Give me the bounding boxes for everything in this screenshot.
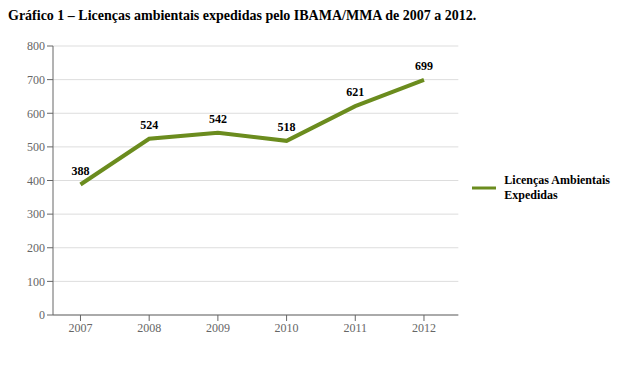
- svg-text:2011: 2011: [343, 321, 367, 335]
- svg-text:388: 388: [71, 164, 89, 178]
- svg-text:2009: 2009: [206, 321, 230, 335]
- svg-text:600: 600: [27, 107, 45, 121]
- html-text:Gráfico 1 – Licenças ambientai: Gráfico 1 – Licenças ambientais expedida…: [8, 8, 477, 23]
- svg-text:300: 300: [27, 207, 45, 221]
- svg-text:400: 400: [27, 174, 45, 188]
- svg-text:524: 524: [140, 118, 158, 132]
- svg-text:542: 542: [209, 112, 227, 126]
- svg-text:500: 500: [27, 140, 45, 154]
- svg-text:518: 518: [278, 120, 296, 134]
- svg-text:200: 200: [27, 241, 45, 255]
- svg-text:700: 700: [27, 73, 45, 87]
- svg-text:2007: 2007: [68, 321, 92, 335]
- svg-text:0: 0: [39, 308, 45, 322]
- svg-text:800: 800: [27, 39, 45, 53]
- html-text:Expedidas: Expedidas: [504, 188, 558, 202]
- svg-text:100: 100: [27, 275, 45, 289]
- svg-text:2012: 2012: [412, 321, 436, 335]
- html-text:Licenças Ambientais: Licenças Ambientais: [504, 173, 610, 187]
- svg-text:2008: 2008: [137, 321, 161, 335]
- svg-text:699: 699: [415, 59, 433, 73]
- svg-text:2010: 2010: [275, 321, 299, 335]
- svg-text:621: 621: [346, 85, 364, 99]
